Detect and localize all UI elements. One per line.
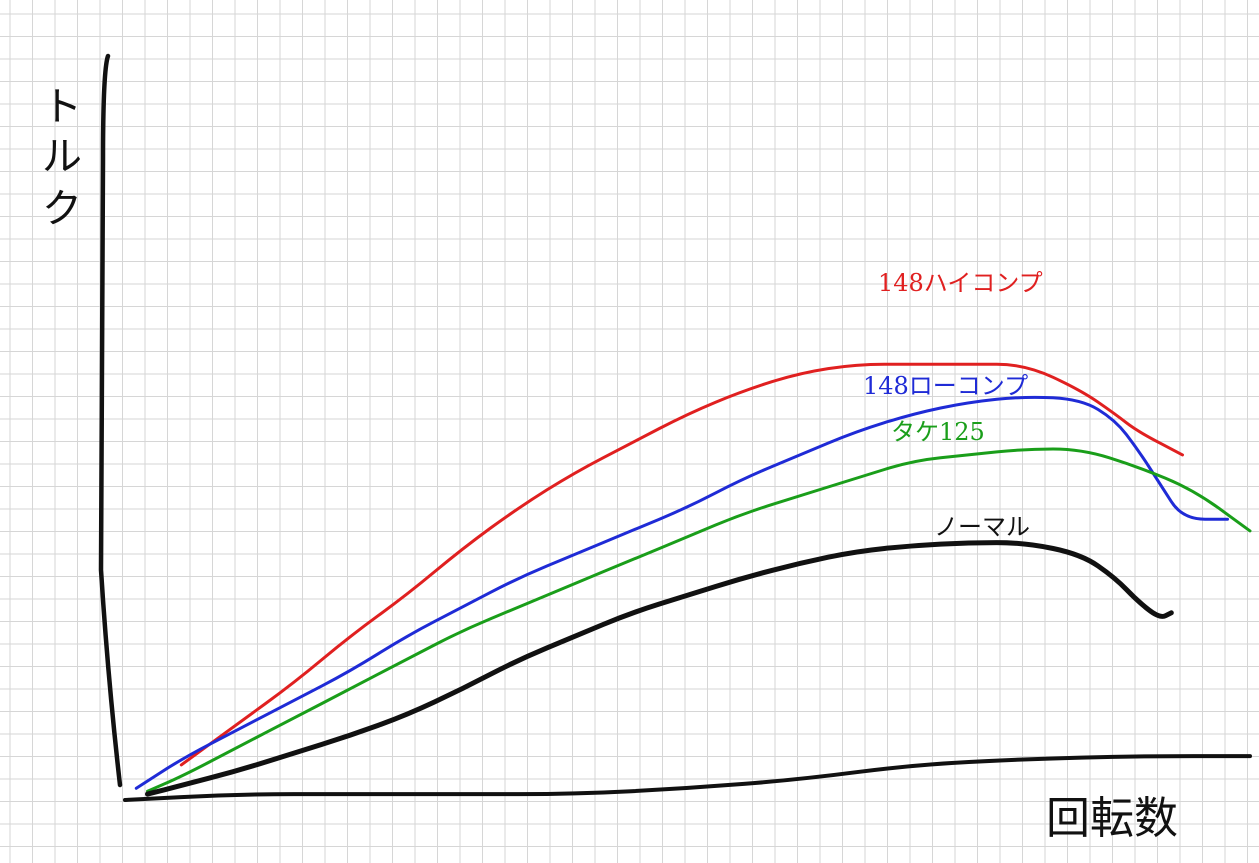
y-axis-label-char-1: ト	[42, 84, 82, 130]
series-label-normal: ノーマル	[934, 513, 1030, 541]
series-line-normal	[145, 540, 1174, 797]
series-layer	[123, 362, 1252, 802]
series-label-hicomp: 148ハイコンプ	[878, 269, 1043, 297]
series-line-148-hicomp	[179, 362, 1184, 767]
series-line-148-locomp	[134, 395, 1229, 790]
series-line-take125	[146, 447, 1252, 793]
baseline-line	[123, 754, 1252, 802]
series-label-take125: タケ125	[891, 418, 985, 446]
series-label-locomp: 148ローコンプ	[863, 372, 1028, 400]
y-axis	[98, 53, 123, 788]
x-axis-label: 回転数	[1046, 793, 1178, 844]
y-axis-label-char-2: ル	[42, 134, 82, 180]
y-axis-label-char-3: ク	[42, 186, 82, 232]
